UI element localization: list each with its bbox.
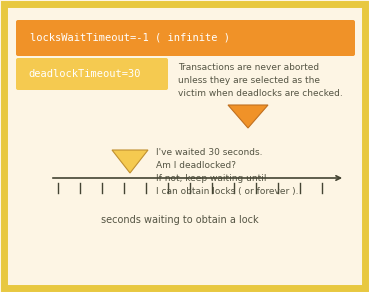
FancyBboxPatch shape [16, 20, 355, 56]
Text: seconds waiting to obtain a lock: seconds waiting to obtain a lock [101, 215, 258, 225]
Text: locksWaitTimeout=-1 ( infinite ): locksWaitTimeout=-1 ( infinite ) [30, 33, 230, 43]
Text: Transactions are never aborted
unless they are selected as the
victim when deadl: Transactions are never aborted unless th… [178, 63, 343, 98]
Polygon shape [228, 105, 268, 128]
Text: deadlockTimeout=30: deadlockTimeout=30 [28, 69, 141, 79]
Polygon shape [112, 150, 148, 173]
FancyBboxPatch shape [16, 58, 168, 90]
Text: I've waited 30 seconds.
Am I deadlocked?
If not, keep waiting until
I can obtain: I've waited 30 seconds. Am I deadlocked?… [156, 148, 299, 196]
FancyBboxPatch shape [4, 4, 365, 288]
